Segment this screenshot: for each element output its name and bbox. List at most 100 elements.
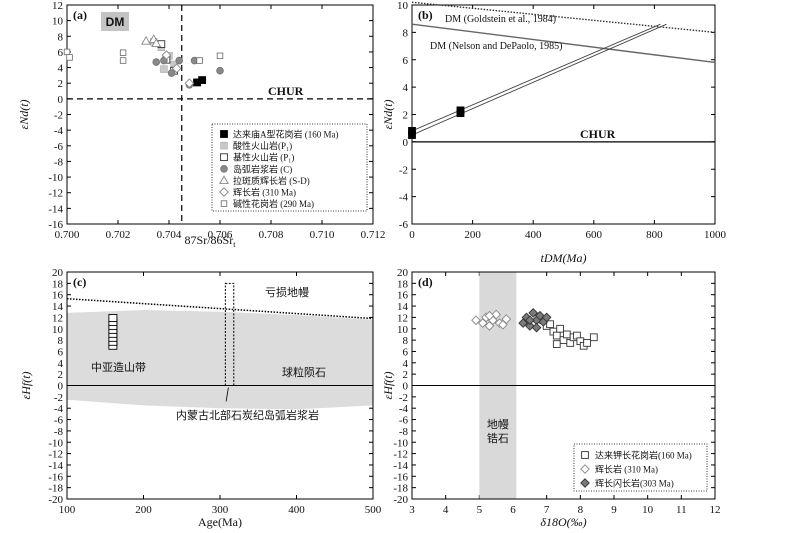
y-tick-label: -12 bbox=[48, 188, 63, 200]
x-tick-label: 10 bbox=[642, 504, 654, 516]
y-tick-label: 14 bbox=[397, 301, 409, 313]
y-tick-label: 0 bbox=[58, 94, 64, 106]
x-tick-label: 500 bbox=[365, 504, 382, 516]
data-point bbox=[119, 49, 127, 56]
dm-nelson-label: DM (Nelson and DePaolo, 1985) bbox=[430, 41, 562, 52]
x-tick-label: 6 bbox=[510, 504, 516, 516]
y-axis-label: εHf(t) bbox=[19, 371, 33, 399]
y-tick-label: -14 bbox=[48, 203, 63, 215]
data-point bbox=[184, 78, 195, 89]
dm-box bbox=[101, 12, 129, 31]
legend-label: 达来庙A型花岗岩 (160 Ma) bbox=[233, 129, 339, 140]
evolution-line bbox=[411, 23, 661, 132]
x-tick-label: 3 bbox=[409, 504, 415, 516]
y-tick-label: -8 bbox=[54, 156, 64, 168]
y-tick-label: 6 bbox=[58, 346, 64, 358]
y-tick-label: -6 bbox=[54, 141, 64, 153]
data-point bbox=[167, 69, 176, 77]
data-point bbox=[563, 330, 571, 339]
x-tick-label: 0.702 bbox=[106, 229, 131, 241]
x-axis-label-sub: t bbox=[233, 240, 236, 249]
x-axis-label: tDM(Ma) bbox=[541, 251, 587, 265]
y-tick-label: 0 bbox=[58, 381, 64, 393]
x-tick-label: 600 bbox=[586, 229, 603, 241]
x-tick-label: 4 bbox=[443, 504, 449, 516]
data-point bbox=[216, 66, 224, 75]
y-tick-label: -14 bbox=[48, 460, 63, 472]
y-tick-label: -16 bbox=[48, 219, 63, 231]
caob-band bbox=[67, 310, 373, 410]
x-tick-label: 0.712 bbox=[361, 229, 386, 241]
mantle-zircon-label-line2: 锆石 bbox=[487, 432, 509, 445]
data-point bbox=[216, 52, 224, 60]
y-tick-label: 8 bbox=[403, 27, 409, 39]
panel-label: (c) bbox=[73, 275, 86, 289]
data-point bbox=[66, 54, 73, 61]
y-tick-label: -6 bbox=[399, 415, 409, 427]
depleted-mantle-line bbox=[66, 297, 374, 320]
panel-a: 0.700 0.702 0.704 0.706 0.708 0.710 0.712 -16 -1… bbox=[17, 0, 385, 249]
y-tick-label: 20 bbox=[52, 267, 64, 279]
panel-label: (a) bbox=[73, 8, 87, 22]
panel-c: 100 200 300 400 500-20-18-16-14-12-10-8-6-4-… bbox=[19, 267, 382, 529]
x-tick-label: 0.704 bbox=[157, 229, 182, 241]
data-point bbox=[528, 308, 539, 318]
data-point bbox=[531, 322, 542, 333]
data-point bbox=[141, 35, 152, 45]
y-tick-label: 2 bbox=[58, 369, 64, 381]
y-tick-label: 8 bbox=[58, 31, 64, 43]
dm-label: DM bbox=[106, 15, 125, 29]
data-point bbox=[535, 310, 545, 321]
y-tick-label: -2 bbox=[399, 164, 408, 176]
x-tick-label: 400 bbox=[288, 504, 305, 516]
y-tick-label: 2 bbox=[403, 110, 409, 122]
data-point bbox=[119, 57, 127, 64]
x-tick-label: 0.708 bbox=[259, 229, 284, 241]
y-tick-label: 10 bbox=[397, 324, 409, 336]
legend-marker bbox=[220, 130, 228, 138]
data-point bbox=[171, 63, 182, 74]
y-tick-label: 14 bbox=[52, 301, 64, 313]
x-tick-label: 7 bbox=[544, 504, 550, 516]
x-tick-label: 0.710 bbox=[310, 229, 335, 241]
data-point bbox=[175, 56, 183, 65]
y-axis-label: εNd(t) bbox=[381, 99, 395, 129]
y-tick-label: 12 bbox=[397, 312, 408, 324]
legend-marker bbox=[580, 478, 590, 488]
x-tick-label: 1000 bbox=[704, 229, 727, 241]
y-tick-label: -10 bbox=[48, 172, 63, 184]
y-tick-label: 16 bbox=[52, 290, 64, 302]
legend-label: 酸性火山岩(P₁) bbox=[233, 140, 292, 151]
y-tick-label: -18 bbox=[48, 483, 63, 495]
y-tick-label: -10 bbox=[393, 437, 408, 449]
y-tick-label: 10 bbox=[52, 324, 64, 336]
legend-label: 辉长岩 (310 Ma) bbox=[595, 464, 658, 475]
y-tick-label: 4 bbox=[58, 63, 64, 75]
x-axis-label: δ18O(‰) bbox=[540, 515, 586, 529]
chur-label: CHUR bbox=[268, 84, 304, 98]
y-tick-label: 4 bbox=[403, 358, 409, 370]
x-tick-label: 300 bbox=[212, 504, 229, 516]
legend-label: 辉长闪长岩(303 Ma) bbox=[595, 478, 674, 489]
depleted-mantle-label: 亏损地幔 bbox=[265, 285, 309, 299]
y-tick-label: -8 bbox=[399, 426, 409, 438]
y-tick-label: -16 bbox=[48, 471, 63, 483]
x-tick-label: 800 bbox=[646, 229, 663, 241]
x-tick-label: 400 bbox=[525, 229, 542, 241]
x-tick-label: 0 bbox=[409, 229, 415, 241]
data-point bbox=[498, 319, 508, 330]
legend-label: 拉斑质辉长岩 (S-D) bbox=[233, 175, 310, 186]
x-axis-label: Age(Ma) bbox=[198, 515, 242, 529]
data-point bbox=[501, 314, 512, 324]
legend-frame bbox=[573, 443, 708, 492]
dm-goldstein-label: DM (Goldstein et al., 1984) bbox=[445, 14, 556, 25]
legend: 达来钾长花岗岩(160 Ma) 辉长岩 (310 Ma) 辉长闪长岩(303 Ma) bbox=[573, 443, 708, 492]
y-tick-label: 0 bbox=[403, 137, 409, 149]
y-tick-label: 20 bbox=[397, 267, 409, 279]
y-tick-label: -20 bbox=[48, 494, 63, 506]
x-tick-label: 9 bbox=[611, 504, 617, 516]
y-axis-label: εNd(t) bbox=[17, 99, 31, 129]
y-tick-label: -4 bbox=[399, 403, 409, 415]
caob-label: 中亚造山带 bbox=[91, 360, 146, 374]
y-tick-label: 12 bbox=[52, 0, 63, 12]
